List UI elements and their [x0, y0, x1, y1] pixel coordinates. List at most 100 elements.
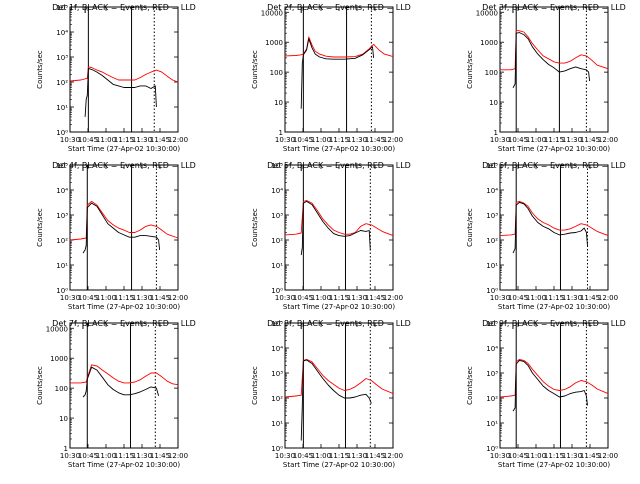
y-tick-label: 1 — [279, 129, 283, 137]
x-axis-label: Start Time (27-Apr-02 10:30:00) — [68, 461, 180, 469]
x-axis-label: Start Time (27-Apr-02 10:30:00) — [283, 461, 395, 469]
y-tick-label: 10¹ — [56, 262, 68, 270]
y-tick-label: 10² — [56, 79, 68, 87]
detector-panel: Det 9f, BLACK = Events, RED = LLD10:3010… — [466, 319, 626, 469]
detector-panel: Det 5f, BLACK = Events, RED = LLD10:3010… — [251, 161, 411, 311]
x-axis-label: Start Time (27-Apr-02 10:30:00) — [68, 145, 180, 153]
x-tick-label: 11:15 — [329, 452, 349, 460]
x-tick-label: 12:00 — [383, 136, 403, 144]
series-lld-line — [500, 29, 609, 71]
x-tick-label: 11:30 — [347, 294, 367, 302]
x-tick-label: 11:30 — [347, 452, 367, 460]
x-tick-label: 12:00 — [168, 452, 188, 460]
y-tick-label: 10³ — [486, 212, 498, 220]
y-tick-label: 10⁰ — [486, 287, 498, 295]
series-events-line — [300, 359, 372, 441]
y-tick-label: 10⁵ — [486, 320, 498, 328]
y-tick-label: 10⁰ — [56, 287, 68, 295]
x-tick-label: 10:30 — [60, 136, 80, 144]
y-tick-label: 100 — [55, 385, 68, 393]
detector-panel: Det 8f, BLACK = Events, RED = LLD10:3010… — [251, 319, 411, 469]
y-tick-label: 1 — [494, 129, 498, 137]
x-tick-label: 11:45 — [580, 136, 600, 144]
y-axis-label: Counts/sec — [36, 50, 44, 89]
y-axis-label: Counts/sec — [36, 208, 44, 247]
y-tick-label: 10⁰ — [56, 129, 68, 137]
x-tick-label: 11:45 — [365, 452, 385, 460]
y-tick-label: 10² — [271, 395, 283, 403]
y-tick-label: 10⁰ — [271, 287, 283, 295]
x-tick-label: 11:30 — [132, 452, 152, 460]
y-axis-label: Counts/sec — [251, 208, 259, 247]
plot-frame — [69, 322, 179, 449]
x-tick-label: 10:30 — [490, 294, 510, 302]
x-tick-label: 11:45 — [365, 294, 385, 302]
y-tick-label: 10000 — [476, 9, 498, 17]
series-events-line — [84, 67, 157, 117]
y-tick-label: 10² — [486, 237, 498, 245]
y-tick-label: 10³ — [56, 212, 68, 220]
y-tick-label: 10² — [56, 237, 68, 245]
series-events-line — [512, 32, 591, 89]
y-tick-label: 10000 — [261, 9, 283, 17]
y-tick-label: 10⁴ — [56, 187, 68, 195]
x-tick-label: 11:15 — [114, 452, 134, 460]
y-tick-label: 10 — [274, 99, 283, 107]
series-lld-line — [284, 358, 394, 398]
x-tick-label: 11:00 — [311, 452, 331, 460]
y-tick-label: 10⁴ — [486, 187, 498, 195]
x-tick-label: 10:45 — [508, 452, 528, 460]
x-tick-label: 12:00 — [168, 294, 188, 302]
y-tick-label: 10¹ — [486, 262, 498, 270]
detector-panel: Det 7f, BLACK = Events, RED = LLD10:3010… — [36, 319, 196, 469]
series-events-line — [300, 200, 371, 256]
series-lld-line — [499, 200, 609, 237]
x-tick-label: 10:45 — [293, 294, 313, 302]
series-lld-line — [284, 36, 394, 58]
x-tick-label: 10:45 — [78, 294, 98, 302]
x-axis-label: Start Time (27-Apr-02 10:30:00) — [498, 303, 610, 311]
x-tick-label: 11:45 — [150, 294, 170, 302]
y-tick-label: 10² — [486, 395, 498, 403]
y-tick-label: 10 — [489, 99, 498, 107]
detector-panel: Det 1f, BLACK = Events, RED = LLD10:3010… — [36, 3, 196, 153]
x-tick-label: 11:15 — [544, 452, 564, 460]
y-axis-label: Counts/sec — [251, 366, 259, 405]
plot-frame — [284, 6, 394, 133]
x-tick-label: 10:45 — [508, 294, 528, 302]
x-tick-label: 10:45 — [508, 136, 528, 144]
y-tick-label: 1000 — [265, 39, 283, 47]
y-tick-label: 10000 — [46, 325, 68, 333]
y-tick-label: 100 — [485, 69, 498, 77]
x-tick-label: 10:30 — [490, 452, 510, 460]
y-tick-label: 1 — [64, 445, 68, 453]
series-lld-line — [69, 200, 179, 241]
x-tick-label: 10:30 — [275, 294, 295, 302]
detector-panel: Det 4f, BLACK = Events, RED = LLD10:3010… — [36, 161, 196, 311]
y-tick-label: 10⁴ — [486, 345, 498, 353]
x-tick-label: 11:30 — [132, 294, 152, 302]
x-tick-label: 10:45 — [78, 452, 98, 460]
x-tick-label: 11:00 — [96, 136, 116, 144]
y-tick-label: 10 — [59, 415, 68, 423]
series-lld-line — [284, 200, 394, 237]
series-events-line — [82, 366, 160, 398]
y-tick-label: 10⁴ — [56, 29, 68, 37]
x-tick-label: 11:00 — [96, 452, 116, 460]
x-tick-label: 10:30 — [275, 452, 295, 460]
y-tick-label: 10¹ — [56, 104, 68, 112]
x-tick-label: 12:00 — [598, 294, 618, 302]
y-tick-label: 100 — [270, 69, 283, 77]
y-axis-label: Counts/sec — [466, 366, 474, 405]
x-tick-label: 11:00 — [526, 294, 546, 302]
x-tick-label: 12:00 — [383, 452, 403, 460]
x-tick-label: 10:30 — [60, 452, 80, 460]
y-axis-label: Counts/sec — [36, 366, 44, 405]
series-lld-line — [69, 66, 179, 83]
x-tick-label: 11:00 — [311, 294, 331, 302]
series-events-line — [300, 38, 375, 109]
detector-panel: Det 6f, BLACK = Events, RED = LLD10:3010… — [466, 161, 626, 311]
series-events-line — [82, 202, 161, 254]
x-tick-label: 11:45 — [580, 294, 600, 302]
